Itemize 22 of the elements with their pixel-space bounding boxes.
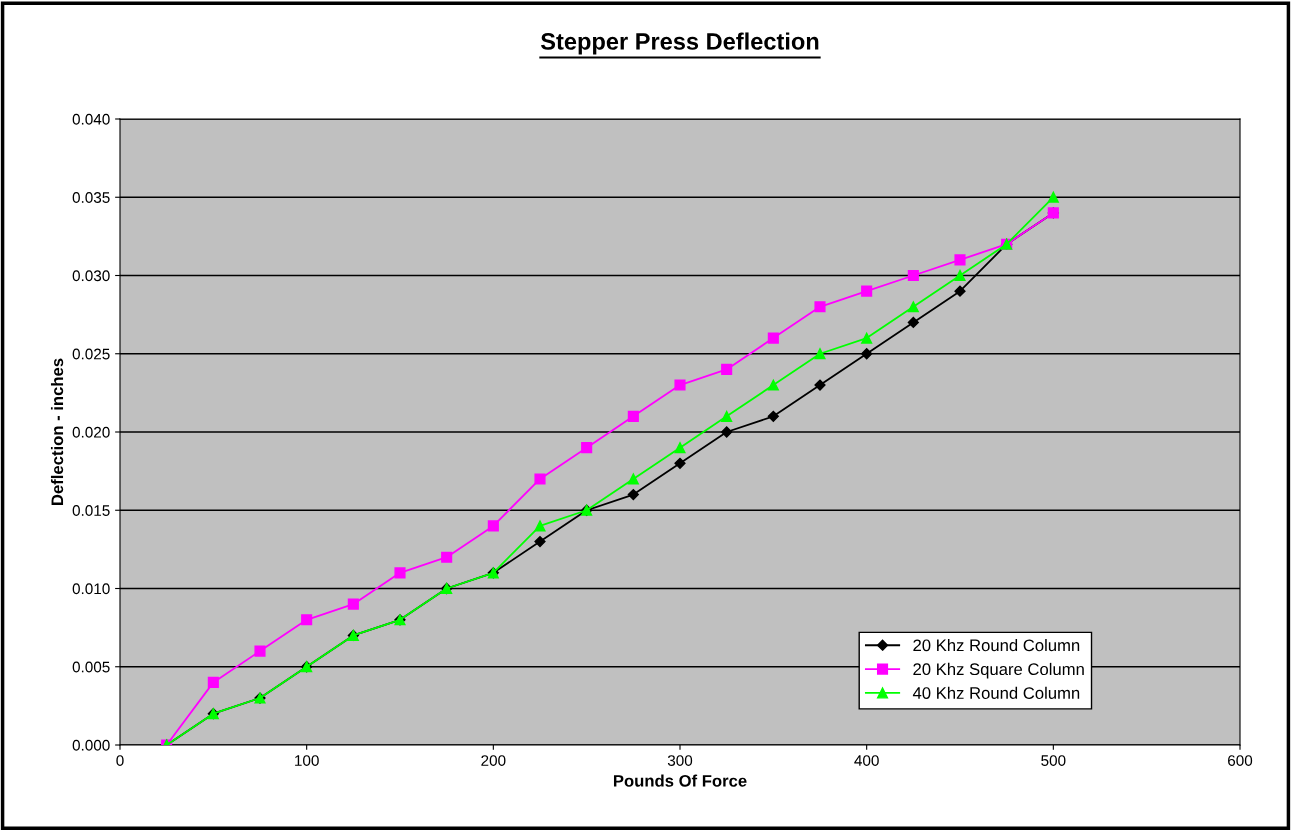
chart-title: Stepper Press Deflection (540, 32, 819, 55)
x-axis-title: Pounds Of Force (613, 774, 747, 787)
x-tick-label: 200 (481, 755, 506, 766)
x-tick-label: 600 (1228, 755, 1253, 766)
y-tick-label: 0.020 (72, 426, 110, 438)
legend-label: 20 Khz Round Column (913, 638, 1080, 652)
y-tick-label: 0.035 (72, 192, 110, 203)
y-tick-label: 0.040 (72, 113, 110, 125)
legend-label: 40 Khz Round Column (912, 686, 1080, 699)
y-axis-title: Deflection - inches (50, 358, 64, 505)
y-tick-label: 0.030 (72, 270, 110, 282)
legend-label: 20 Khz Square Column (913, 662, 1084, 679)
y-tick-label: 0.025 (72, 348, 110, 360)
y-tick-label: 0.000 (72, 739, 110, 751)
x-tick-label: 400 (854, 755, 879, 766)
x-tick-label: 0 (116, 755, 124, 766)
y-tick-label: 0.005 (72, 661, 110, 673)
y-tick-label: 0.015 (72, 505, 110, 516)
x-tick-label: 500 (1041, 755, 1066, 766)
x-tick-label: 300 (667, 755, 693, 766)
y-tick-label: 0.010 (72, 583, 110, 595)
x-tick-label: 100 (295, 755, 319, 766)
